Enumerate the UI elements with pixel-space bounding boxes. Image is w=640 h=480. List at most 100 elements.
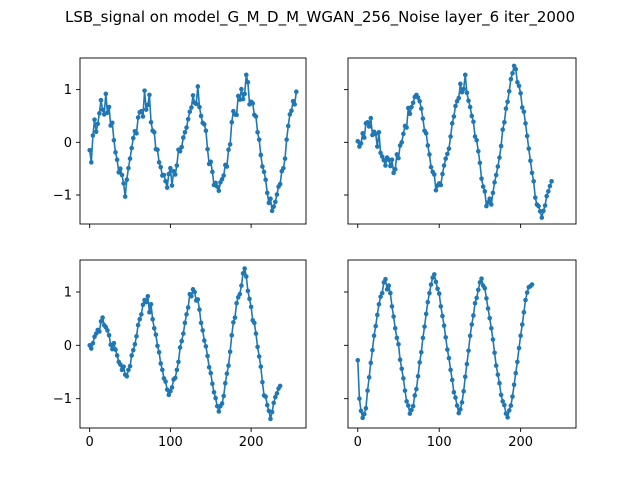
- data-point: [484, 203, 489, 209]
- data-point: [440, 171, 445, 177]
- data-point: [549, 179, 554, 184]
- subplot-4: 0 100 200: [344, 259, 577, 450]
- data-point: [420, 335, 426, 341]
- data-point: [192, 289, 197, 295]
- data-point: [414, 386, 419, 392]
- data-point: [498, 392, 504, 398]
- data-point: [541, 208, 546, 214]
- data-point: [407, 111, 413, 117]
- data-point: [360, 131, 365, 136]
- data-point: [155, 147, 160, 152]
- y-tick-label: 1: [64, 286, 72, 301]
- data-point: [245, 288, 251, 294]
- data-point: [368, 115, 374, 121]
- data-point: [132, 341, 138, 347]
- y-tick-label: −1: [53, 189, 72, 204]
- data-point: [456, 410, 462, 416]
- data-point: [234, 112, 239, 118]
- data-point: [122, 194, 128, 199]
- data-point: [174, 163, 180, 168]
- data-point: [489, 325, 494, 331]
- data-point: [92, 117, 97, 122]
- data-point: [90, 133, 96, 138]
- data-point: [240, 96, 246, 102]
- data-point: [197, 104, 202, 110]
- data-point: [271, 400, 277, 406]
- data-point: [156, 349, 162, 355]
- data-point: [458, 81, 463, 87]
- data-point: [446, 355, 452, 361]
- data-point: [368, 360, 374, 366]
- data-point: [508, 76, 514, 82]
- data-point: [232, 315, 238, 320]
- data-point: [436, 291, 442, 296]
- data-point: [176, 359, 181, 365]
- data-point: [462, 72, 468, 78]
- data-point: [376, 301, 382, 307]
- data-point: [203, 344, 209, 349]
- data-point: [143, 299, 149, 305]
- data-point: [184, 312, 189, 317]
- data-point: [482, 285, 488, 291]
- data-point: [118, 166, 123, 171]
- data-point: [370, 347, 375, 353]
- data-point: [505, 415, 510, 420]
- data-point: [511, 382, 517, 388]
- data-point: [202, 338, 207, 343]
- data-point: [532, 195, 538, 200]
- data-point: [475, 287, 481, 293]
- data-point: [443, 156, 449, 161]
- data-point: [105, 328, 110, 333]
- data-point: [519, 322, 525, 327]
- data-point: [285, 123, 291, 129]
- data-point: [381, 157, 387, 163]
- data-point: [405, 403, 411, 408]
- data-point: [410, 403, 416, 409]
- data-point: [129, 353, 134, 358]
- x-tick-label: 200: [508, 435, 533, 450]
- data-point: [273, 199, 278, 205]
- data-point: [205, 353, 210, 359]
- data-point: [166, 171, 172, 177]
- data-point: [229, 332, 235, 338]
- data-point: [445, 151, 450, 157]
- data-point: [467, 104, 473, 110]
- data-point: [464, 90, 470, 96]
- data-point: [417, 98, 422, 104]
- data-point: [497, 155, 502, 160]
- data-point: [277, 383, 283, 389]
- data-point: [98, 319, 104, 324]
- data-point: [289, 108, 294, 113]
- data-point: [495, 164, 501, 169]
- data-point: [263, 394, 268, 399]
- y-tick-label: 0: [64, 339, 72, 354]
- data-point: [506, 88, 512, 94]
- data-point: [105, 110, 110, 116]
- data-point: [255, 130, 260, 135]
- data-point: [114, 157, 120, 163]
- data-point: [264, 190, 270, 196]
- data-point: [449, 121, 455, 126]
- data-point: [148, 119, 154, 125]
- data-point: [502, 402, 507, 408]
- data-point: [245, 79, 251, 85]
- data-point: [161, 172, 167, 178]
- data-point: [373, 323, 378, 329]
- data-point: [453, 395, 458, 400]
- data-point: [242, 266, 247, 271]
- data-point: [195, 297, 201, 302]
- data-point: [274, 391, 280, 396]
- data-point: [466, 348, 471, 353]
- data-point: [464, 361, 470, 367]
- y-tick-label: 0: [64, 136, 72, 151]
- data-point: [365, 388, 370, 393]
- data-point: [237, 291, 243, 297]
- data-point: [477, 160, 483, 166]
- data-point: [231, 320, 236, 325]
- data-point: [216, 409, 222, 414]
- data-point: [396, 155, 401, 161]
- data-point: [435, 286, 440, 292]
- data-point: [187, 109, 193, 115]
- data-point: [497, 380, 502, 386]
- data-point: [386, 283, 392, 288]
